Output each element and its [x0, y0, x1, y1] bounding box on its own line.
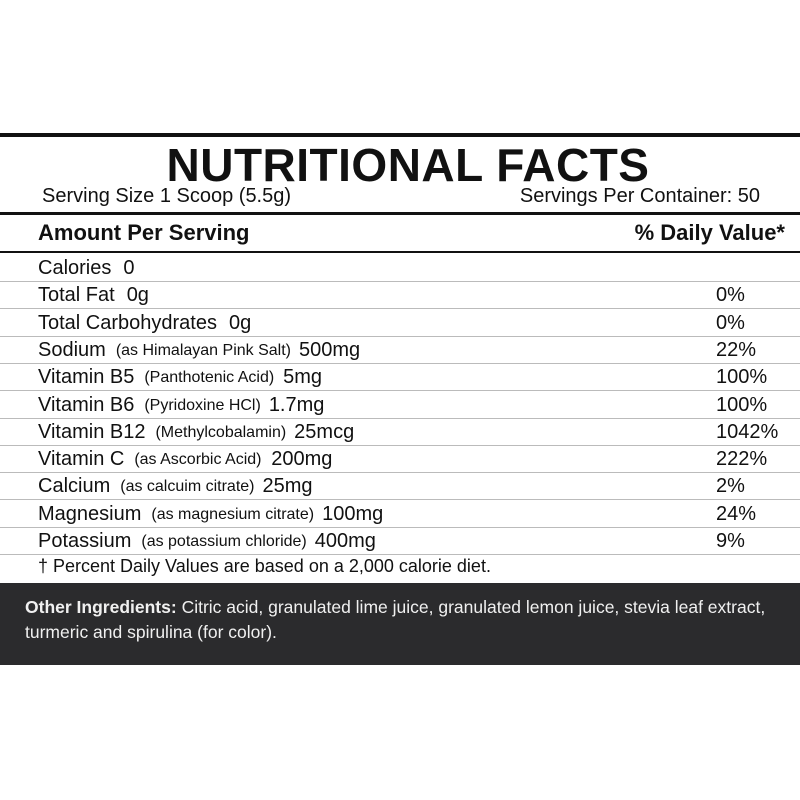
nutrient-note: (Panthotenic Acid) [144, 369, 275, 387]
nutrient-name: Vitamin C [38, 448, 125, 471]
nutrient-name: Calcium [38, 475, 111, 498]
row: Potassium (as potassium chloride) 400mg 9% [0, 527, 800, 555]
nutrient-note: (as calcuim citrate) [120, 478, 255, 496]
title: NUTRITIONAL FACTS [166, 139, 650, 191]
row: Vitamin B12 (Methylcobalamin) 25mcg 1042% [0, 418, 800, 446]
row: Magnesium (as magnesium citrate) 100mg 24% [0, 500, 800, 528]
row: Calcium (as calcuim citrate) 25mg 2% [0, 472, 800, 501]
daily-value: 1042% [716, 420, 779, 443]
amount: 1.7mg [268, 393, 325, 416]
row: Total Carbohydrates 0g 0% [0, 309, 800, 337]
thick-rule [0, 133, 800, 137]
rule [0, 212, 800, 215]
amount: 500mg [298, 338, 361, 361]
amount: 200mg [271, 448, 333, 471]
row: Calories 0 [0, 254, 800, 282]
serving-size: Serving Size 1 Scoop (5.5g) [42, 185, 292, 207]
amount: 400mg [314, 530, 376, 552]
nutrient-name: Magnesium [38, 502, 142, 525]
column-header: Amount Per Serving [38, 220, 250, 245]
nutrient-note: (as Ascorbic Acid) [134, 451, 262, 469]
amount: 25mcg [294, 420, 355, 443]
row: Vitamin B6 (Pyridoxine HCl) 1.7mg 100% [0, 391, 800, 419]
daily-value: 100% [716, 366, 768, 389]
nutrient-note: (Methylcobalamin) [155, 423, 287, 441]
column-header: % Daily Value* [634, 220, 785, 245]
daily-value: 2% [716, 475, 745, 498]
nutrient-note: (as magnesium citrate) [151, 505, 315, 523]
daily-value: 22% [716, 338, 757, 361]
row: Total Fat 0g 0% [0, 281, 800, 310]
servings-per-container: Servings Per Container: 50 [519, 185, 760, 207]
label: Other Ingredients: [25, 597, 177, 617]
row: Vitamin C (as Ascorbic Acid) 200mg 222% [0, 445, 800, 474]
nutrient-name: Potassium [38, 530, 132, 552]
nutrient-note: (as Himalayan Pink Salt) [115, 341, 291, 359]
row: Sodium (as Himalayan Pink Salt) 500mg 22% [0, 336, 800, 364]
amount: 0g [228, 311, 252, 334]
ingredients: Citric acid, granulated lime juice, gran… [25, 597, 766, 642]
daily-value: 24% [716, 502, 757, 525]
nutrient-name: Total Fat [38, 284, 115, 307]
daily-value: 0% [716, 311, 745, 334]
daily-value: 0% [716, 284, 745, 307]
daily-value: 9% [716, 530, 745, 552]
nutrient-name: Vitamin B5 [38, 366, 135, 389]
daily-value: 100% [716, 393, 768, 416]
rule [0, 251, 800, 253]
row: Vitamin B5 (Panthotenic Acid) 5mg 100% [0, 363, 800, 392]
nutrient-name: Total Carbohydrates [38, 311, 217, 334]
amount: 25mg [262, 475, 313, 498]
amount: 100mg [322, 502, 384, 525]
nutrient-note: (as potassium chloride) [141, 533, 307, 550]
amount: 0 [123, 257, 135, 279]
nutrient-name: Vitamin B12 [38, 420, 146, 443]
nutrient-name: Vitamin B6 [38, 393, 135, 416]
amount: 5mg [283, 366, 322, 389]
amount: 0g [126, 284, 149, 307]
nutrient-note: (Pyridoxine HCl) [144, 396, 261, 414]
daily-value: 222% [716, 448, 768, 471]
other-ingredients: Other Ingredients: Citric acid, granulat… [0, 583, 800, 665]
footnote: † Percent Daily Values are based on a 2,… [38, 556, 491, 576]
nutrient-name: Sodium [38, 338, 106, 361]
nutrient-name: Calories [38, 257, 112, 279]
